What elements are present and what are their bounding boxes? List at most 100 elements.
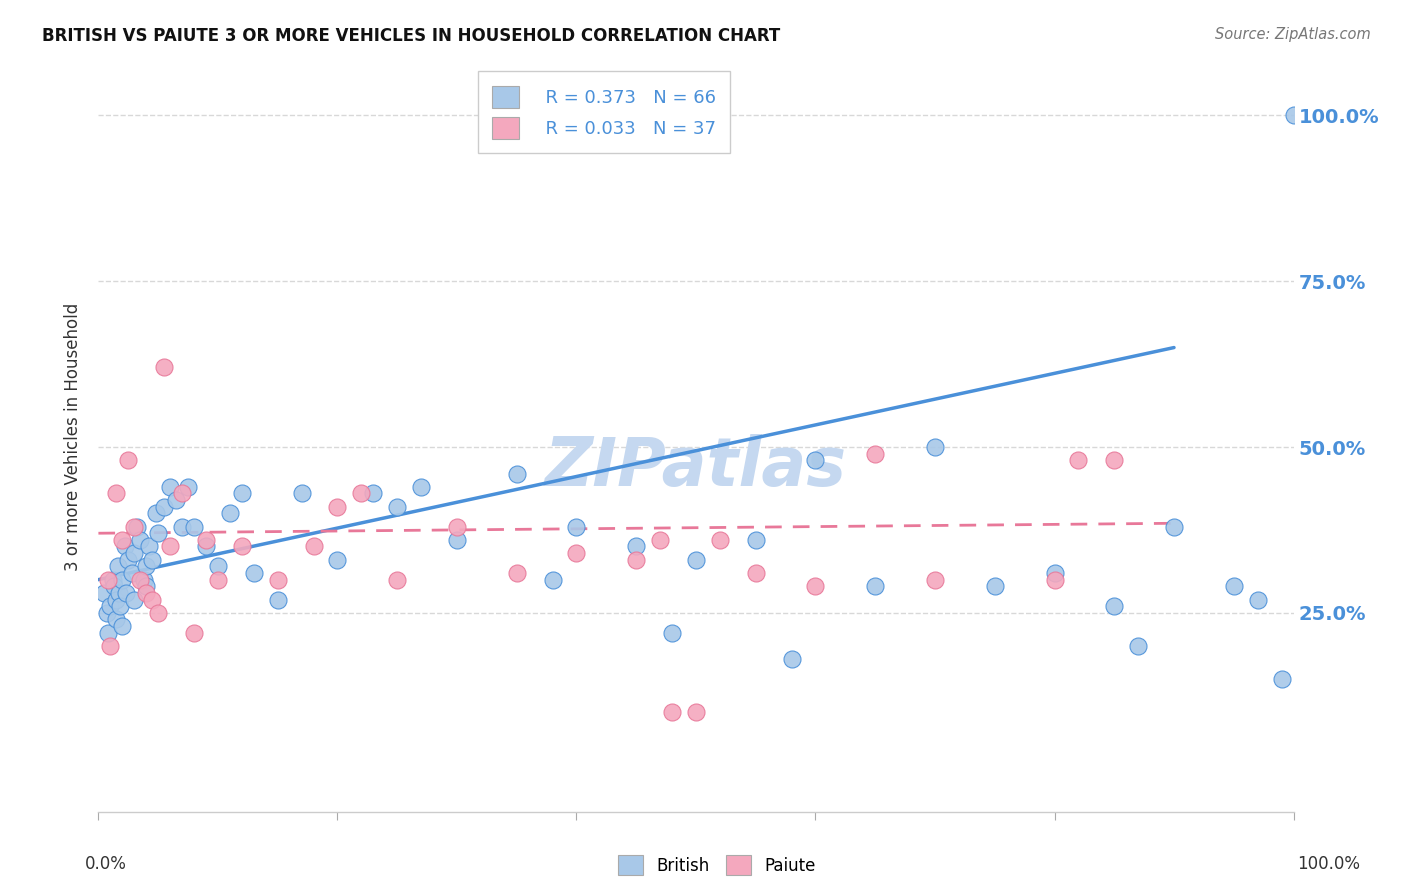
Point bbox=[363, 486, 385, 500]
Point bbox=[650, 533, 672, 547]
Point bbox=[385, 500, 409, 514]
Point bbox=[207, 559, 229, 574]
Point bbox=[1223, 579, 1246, 593]
Point bbox=[1104, 453, 1126, 467]
Point bbox=[924, 573, 946, 587]
Point bbox=[1271, 672, 1294, 686]
Point bbox=[105, 612, 128, 626]
Point bbox=[141, 553, 163, 567]
Y-axis label: 3 or more Vehicles in Household: 3 or more Vehicles in Household bbox=[65, 303, 83, 571]
Text: 100.0%: 100.0% bbox=[1298, 855, 1360, 872]
Point bbox=[107, 559, 129, 574]
Point bbox=[865, 447, 887, 461]
Point bbox=[153, 500, 176, 514]
Point bbox=[103, 579, 125, 593]
Point bbox=[661, 705, 683, 719]
Point bbox=[117, 553, 139, 567]
Point bbox=[924, 440, 946, 454]
Point bbox=[984, 579, 1007, 593]
Point bbox=[121, 566, 143, 580]
Point bbox=[661, 625, 683, 640]
Point bbox=[685, 553, 707, 567]
Point bbox=[183, 625, 205, 640]
Point bbox=[745, 566, 768, 580]
Point bbox=[93, 586, 115, 600]
Point bbox=[506, 467, 529, 481]
Point bbox=[135, 559, 157, 574]
Point bbox=[326, 553, 349, 567]
Point bbox=[865, 579, 887, 593]
Point bbox=[350, 486, 373, 500]
Point bbox=[219, 506, 242, 520]
Point bbox=[129, 533, 152, 547]
Point bbox=[159, 480, 181, 494]
Point bbox=[111, 573, 134, 587]
Point bbox=[804, 453, 827, 467]
Point bbox=[1128, 639, 1150, 653]
Point bbox=[172, 519, 194, 533]
Point bbox=[243, 566, 266, 580]
Point bbox=[267, 573, 290, 587]
Point bbox=[231, 540, 253, 554]
Text: Source: ZipAtlas.com: Source: ZipAtlas.com bbox=[1215, 27, 1371, 42]
Legend:   R = 0.373   N = 66,   R = 0.033   N = 37: R = 0.373 N = 66, R = 0.033 N = 37 bbox=[478, 71, 730, 153]
Point bbox=[183, 519, 205, 533]
Point bbox=[446, 519, 468, 533]
Point bbox=[135, 579, 157, 593]
Text: 0.0%: 0.0% bbox=[84, 855, 127, 872]
Point bbox=[165, 493, 187, 508]
Point bbox=[195, 533, 218, 547]
Point bbox=[1043, 573, 1066, 587]
Text: BRITISH VS PAIUTE 3 OR MORE VEHICLES IN HOUSEHOLD CORRELATION CHART: BRITISH VS PAIUTE 3 OR MORE VEHICLES IN … bbox=[42, 27, 780, 45]
Point bbox=[709, 533, 731, 547]
Point bbox=[1247, 592, 1270, 607]
Point bbox=[105, 486, 128, 500]
Point bbox=[145, 506, 167, 520]
Point bbox=[108, 599, 131, 614]
Point bbox=[115, 586, 138, 600]
Point bbox=[124, 592, 146, 607]
Point bbox=[446, 533, 468, 547]
Point bbox=[98, 599, 122, 614]
Point bbox=[745, 533, 768, 547]
Point bbox=[107, 586, 129, 600]
Point bbox=[148, 526, 170, 541]
Point bbox=[97, 625, 120, 640]
Point bbox=[111, 533, 134, 547]
Point bbox=[780, 652, 803, 666]
Legend: British, Paiute: British, Paiute bbox=[612, 848, 823, 882]
Point bbox=[148, 606, 170, 620]
Point bbox=[1282, 108, 1305, 122]
Point bbox=[98, 639, 122, 653]
Point bbox=[1104, 599, 1126, 614]
Point bbox=[565, 519, 588, 533]
Point bbox=[207, 573, 229, 587]
Point bbox=[804, 579, 827, 593]
Point bbox=[124, 546, 146, 560]
Point bbox=[291, 486, 314, 500]
Point bbox=[565, 546, 588, 560]
Point bbox=[124, 519, 146, 533]
Point bbox=[101, 573, 124, 587]
Point bbox=[141, 592, 163, 607]
Point bbox=[626, 553, 648, 567]
Point bbox=[267, 592, 290, 607]
Text: ZIPatlas: ZIPatlas bbox=[546, 434, 846, 500]
Point bbox=[541, 573, 564, 587]
Point bbox=[1067, 453, 1090, 467]
Point bbox=[1163, 519, 1185, 533]
Point bbox=[177, 480, 200, 494]
Point bbox=[153, 360, 176, 375]
Point bbox=[626, 540, 648, 554]
Point bbox=[302, 540, 325, 554]
Point bbox=[135, 586, 157, 600]
Point bbox=[105, 592, 128, 607]
Point bbox=[385, 573, 409, 587]
Point bbox=[1043, 566, 1066, 580]
Point bbox=[117, 453, 139, 467]
Point bbox=[685, 705, 707, 719]
Point bbox=[96, 606, 118, 620]
Point bbox=[114, 540, 136, 554]
Point bbox=[129, 573, 152, 587]
Point bbox=[231, 486, 253, 500]
